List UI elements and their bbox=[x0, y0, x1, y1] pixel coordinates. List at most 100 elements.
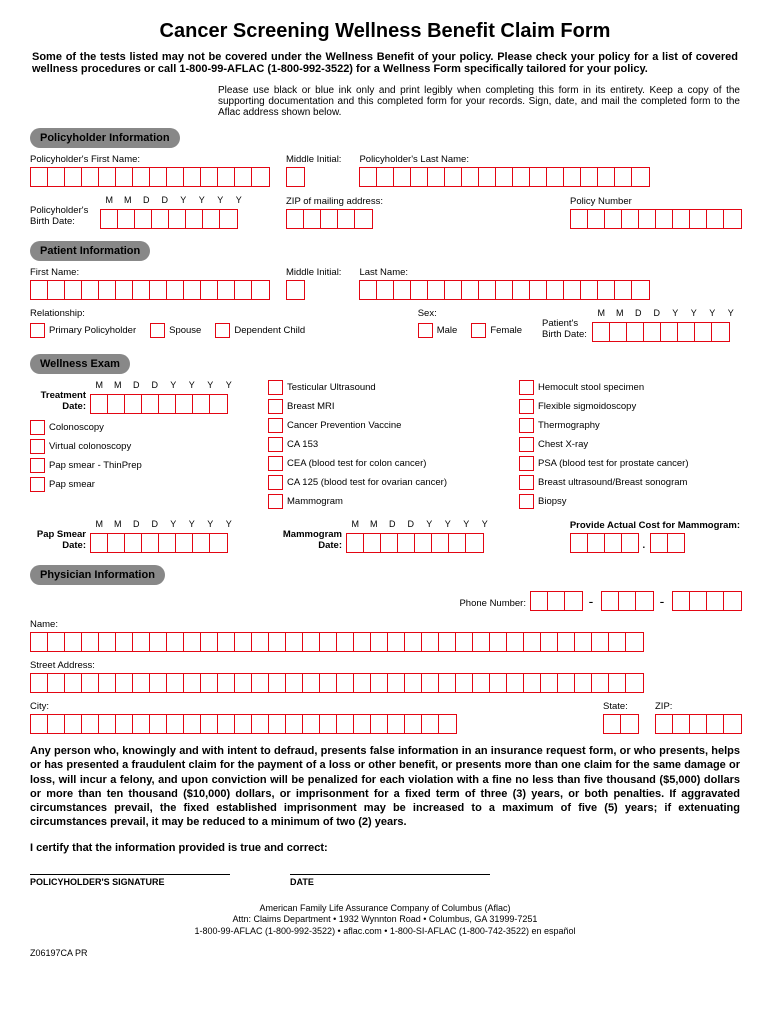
exam-option: Flexible sigmoidoscopy bbox=[519, 399, 740, 414]
input-cost-dollars[interactable] bbox=[570, 533, 638, 553]
label-city: City: bbox=[30, 701, 585, 712]
checkbox-spouse[interactable] bbox=[150, 323, 165, 338]
label-sex: Sex: bbox=[418, 308, 522, 319]
input-ph-last[interactable] bbox=[359, 167, 740, 187]
exam-label: Chest X-ray bbox=[538, 439, 588, 450]
exam-option: Hemocult stool specimen bbox=[519, 380, 740, 395]
label-pat-first: First Name: bbox=[30, 267, 268, 278]
exam-option: Colonoscopy bbox=[30, 420, 238, 435]
label-zip: ZIP: bbox=[655, 701, 740, 712]
legal-text: Any person who, knowingly and with inten… bbox=[30, 744, 740, 830]
signature-line-date[interactable]: DATE bbox=[290, 874, 490, 887]
decimal-point: . bbox=[638, 533, 650, 553]
footer: American Family Life Assurance Company o… bbox=[30, 903, 740, 938]
label-state: State: bbox=[603, 701, 637, 712]
checkbox-exam[interactable] bbox=[30, 420, 45, 435]
label-male: Male bbox=[437, 325, 458, 336]
exam-label: Testicular Ultrasound bbox=[287, 382, 376, 393]
checkbox-exam[interactable] bbox=[519, 456, 534, 471]
input-zip-mail[interactable] bbox=[286, 209, 383, 229]
exam-label: Pap smear - ThinPrep bbox=[49, 460, 142, 471]
checkbox-exam[interactable] bbox=[268, 380, 283, 395]
input-pat-first[interactable] bbox=[30, 280, 268, 300]
exam-option: Breast ultrasound/Breast sonogram bbox=[519, 475, 740, 490]
exam-option: Breast MRI bbox=[268, 399, 489, 414]
input-city[interactable] bbox=[30, 714, 585, 734]
exam-label: PSA (blood test for prostate cancer) bbox=[538, 458, 689, 469]
exam-option: Cancer Prevention Vaccine bbox=[268, 418, 489, 433]
checkbox-exam[interactable] bbox=[30, 458, 45, 473]
input-cost-cents[interactable] bbox=[650, 533, 684, 553]
exam-option: Thermography bbox=[519, 418, 740, 433]
checkbox-exam[interactable] bbox=[268, 399, 283, 414]
instructions-text: Please use black or blue ink only and pr… bbox=[218, 85, 740, 118]
input-ph-mi[interactable] bbox=[286, 167, 341, 187]
exam-label: Mammogram bbox=[287, 496, 343, 507]
exam-label: CA 153 bbox=[287, 439, 318, 450]
date-header-patbirth: MMDDYYYY bbox=[542, 308, 740, 318]
input-phys-name[interactable] bbox=[30, 632, 740, 652]
label-pat-mi: Middle Initial: bbox=[286, 267, 341, 278]
input-pat-last[interactable] bbox=[359, 280, 740, 300]
signature-line-policyholder[interactable]: POLICYHOLDER'S SIGNATURE bbox=[30, 874, 230, 887]
exam-label: Biopsy bbox=[538, 496, 567, 507]
footer-company: American Family Life Assurance Company o… bbox=[30, 903, 740, 915]
label-rel-child: Dependent Child bbox=[234, 325, 305, 336]
exam-label: CA 125 (blood test for ovarian cancer) bbox=[287, 477, 447, 488]
checkbox-exam[interactable] bbox=[268, 475, 283, 490]
checkbox-exam[interactable] bbox=[30, 439, 45, 454]
dash-1: - bbox=[585, 591, 597, 611]
form-code: Z06197CA PR bbox=[30, 948, 740, 958]
checkbox-child[interactable] bbox=[215, 323, 230, 338]
input-state[interactable] bbox=[603, 714, 637, 734]
label-phone: Phone Number: bbox=[459, 598, 526, 609]
input-pap-date[interactable] bbox=[90, 533, 226, 553]
input-pat-mi[interactable] bbox=[286, 280, 341, 300]
checkbox-exam[interactable] bbox=[519, 380, 534, 395]
checkbox-primary[interactable] bbox=[30, 323, 45, 338]
label-pat-last: Last Name: bbox=[359, 267, 740, 278]
label-female: Female bbox=[490, 325, 522, 336]
checkbox-exam[interactable] bbox=[519, 475, 534, 490]
input-phone-prefix[interactable] bbox=[601, 591, 652, 611]
label-zip-mail: ZIP of mailing address: bbox=[286, 196, 383, 207]
checkbox-exam[interactable] bbox=[519, 399, 534, 414]
checkbox-exam[interactable] bbox=[30, 477, 45, 492]
label-rel-primary: Primary Policyholder bbox=[49, 325, 136, 336]
input-mammo-date[interactable] bbox=[346, 533, 482, 553]
checkbox-exam[interactable] bbox=[519, 494, 534, 509]
exam-option: CA 125 (blood test for ovarian cancer) bbox=[268, 475, 489, 490]
checkbox-female[interactable] bbox=[471, 323, 486, 338]
label-mammo-cost: Provide Actual Cost for Mammogram: bbox=[570, 520, 740, 531]
input-street[interactable] bbox=[30, 673, 740, 693]
exam-option: Biopsy bbox=[519, 494, 740, 509]
input-pat-birth[interactable] bbox=[592, 322, 728, 342]
checkbox-exam[interactable] bbox=[268, 456, 283, 471]
checkbox-exam[interactable] bbox=[268, 494, 283, 509]
exam-label: Flexible sigmoidoscopy bbox=[538, 401, 636, 412]
input-phone-area[interactable] bbox=[530, 591, 581, 611]
exam-option: PSA (blood test for prostate cancer) bbox=[519, 456, 740, 471]
form-title: Cancer Screening Wellness Benefit Claim … bbox=[30, 20, 740, 43]
input-ph-first[interactable] bbox=[30, 167, 268, 187]
label-mi: Middle Initial: bbox=[286, 154, 341, 165]
exam-label: Cancer Prevention Vaccine bbox=[287, 420, 401, 431]
label-policy-num: Policy Number bbox=[570, 196, 740, 207]
exam-label: Pap smear bbox=[49, 479, 95, 490]
dash-2: - bbox=[656, 591, 668, 611]
checkbox-exam[interactable] bbox=[268, 437, 283, 452]
checkbox-exam[interactable] bbox=[519, 418, 534, 433]
label-rel-spouse: Spouse bbox=[169, 325, 201, 336]
input-ph-birth[interactable] bbox=[100, 209, 236, 229]
input-zip[interactable] bbox=[655, 714, 740, 734]
checkbox-exam[interactable] bbox=[268, 418, 283, 433]
exam-label: Virtual colonoscopy bbox=[49, 441, 131, 452]
input-treatment-date[interactable] bbox=[90, 394, 226, 414]
input-policy-num[interactable] bbox=[570, 209, 740, 229]
exam-label: Breast ultrasound/Breast sonogram bbox=[538, 477, 687, 488]
input-phone-line[interactable] bbox=[672, 591, 740, 611]
exam-label: CEA (blood test for colon cancer) bbox=[287, 458, 426, 469]
checkbox-exam[interactable] bbox=[519, 437, 534, 452]
checkbox-male[interactable] bbox=[418, 323, 433, 338]
exam-option: Pap smear bbox=[30, 477, 238, 492]
